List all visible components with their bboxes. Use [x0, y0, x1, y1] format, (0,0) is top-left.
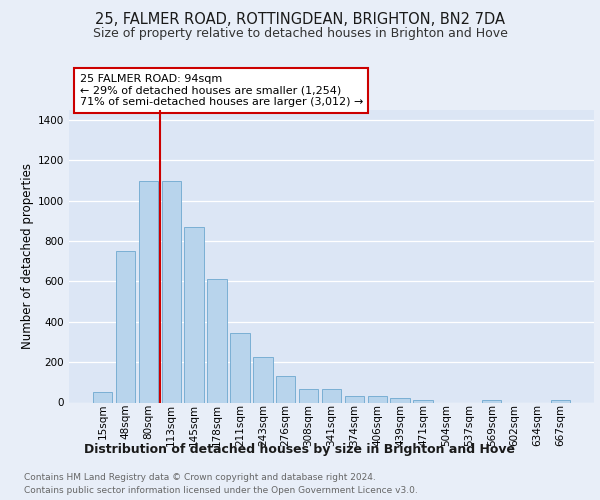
Bar — [116, 251, 135, 402]
Bar — [230, 333, 250, 402]
Bar — [344, 396, 364, 402]
Bar — [184, 227, 204, 402]
Text: Contains HM Land Registry data © Crown copyright and database right 2024.: Contains HM Land Registry data © Crown c… — [24, 472, 376, 482]
Bar — [161, 180, 181, 402]
Text: 25, FALMER ROAD, ROTTINGDEAN, BRIGHTON, BN2 7DA: 25, FALMER ROAD, ROTTINGDEAN, BRIGHTON, … — [95, 12, 505, 28]
Bar — [253, 357, 272, 403]
Bar — [368, 396, 387, 402]
Bar — [93, 392, 112, 402]
Bar — [391, 398, 410, 402]
Bar — [276, 376, 295, 402]
Bar — [413, 400, 433, 402]
Text: Distribution of detached houses by size in Brighton and Hove: Distribution of detached houses by size … — [85, 442, 515, 456]
Bar — [139, 180, 158, 402]
Bar — [299, 390, 319, 402]
Text: Size of property relative to detached houses in Brighton and Hove: Size of property relative to detached ho… — [92, 28, 508, 40]
Text: 25 FALMER ROAD: 94sqm
← 29% of detached houses are smaller (1,254)
71% of semi-d: 25 FALMER ROAD: 94sqm ← 29% of detached … — [79, 74, 363, 107]
Y-axis label: Number of detached properties: Number of detached properties — [21, 163, 34, 349]
Bar — [322, 390, 341, 402]
Bar — [482, 400, 502, 402]
Bar — [551, 400, 570, 402]
Text: Contains public sector information licensed under the Open Government Licence v3: Contains public sector information licen… — [24, 486, 418, 495]
Bar — [208, 280, 227, 402]
